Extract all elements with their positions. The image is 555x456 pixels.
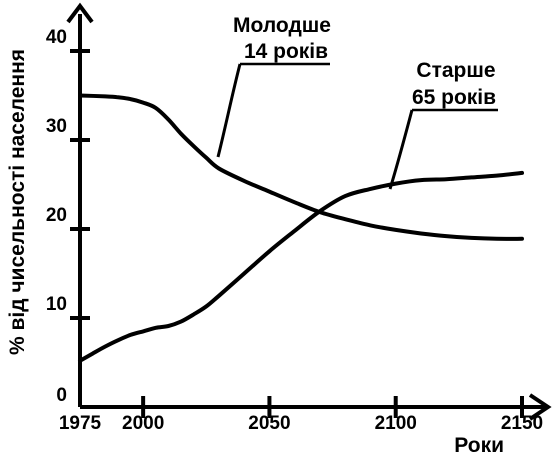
y-tick-label: 40 — [46, 27, 67, 48]
series-old-label-line2: 65 років — [412, 86, 496, 109]
series-annotations: Молодше 14 років Старше 65 років — [216, 14, 498, 190]
series-old-line — [78, 170, 524, 363]
y-tick-label: 30 — [46, 116, 67, 137]
series-young-line — [78, 93, 524, 241]
y-tick-label: 20 — [46, 205, 67, 226]
x-axis-arrow — [528, 393, 552, 421]
x-axis-label: Роки — [454, 434, 504, 456]
x-tick-label: 1975 — [59, 413, 102, 434]
series-old-leader-line — [388, 109, 414, 190]
x-tick-label: 2100 — [375, 413, 417, 434]
x-tick-label: 2050 — [248, 413, 290, 434]
series-old-label-line1: Старше — [416, 59, 495, 82]
y-tick-label: 10 — [46, 294, 67, 315]
series-young-leader-line — [216, 63, 242, 158]
x-tick-label: 2150 — [501, 413, 543, 434]
series-young-label-line1: Молодше — [233, 14, 331, 37]
series-lines — [78, 93, 524, 363]
series-young-label-line2: 14 років — [244, 40, 328, 63]
y-tick-label: 0 — [56, 385, 67, 406]
axes — [66, 2, 552, 421]
axis-ticks: 0 10 20 30 40 1975 2000 2050 2100 2150 — [46, 27, 543, 434]
y-axis-arrow — [66, 2, 94, 24]
x-tick-label: 2000 — [122, 413, 164, 434]
y-axis-label: % від чисельності населення — [6, 49, 29, 355]
